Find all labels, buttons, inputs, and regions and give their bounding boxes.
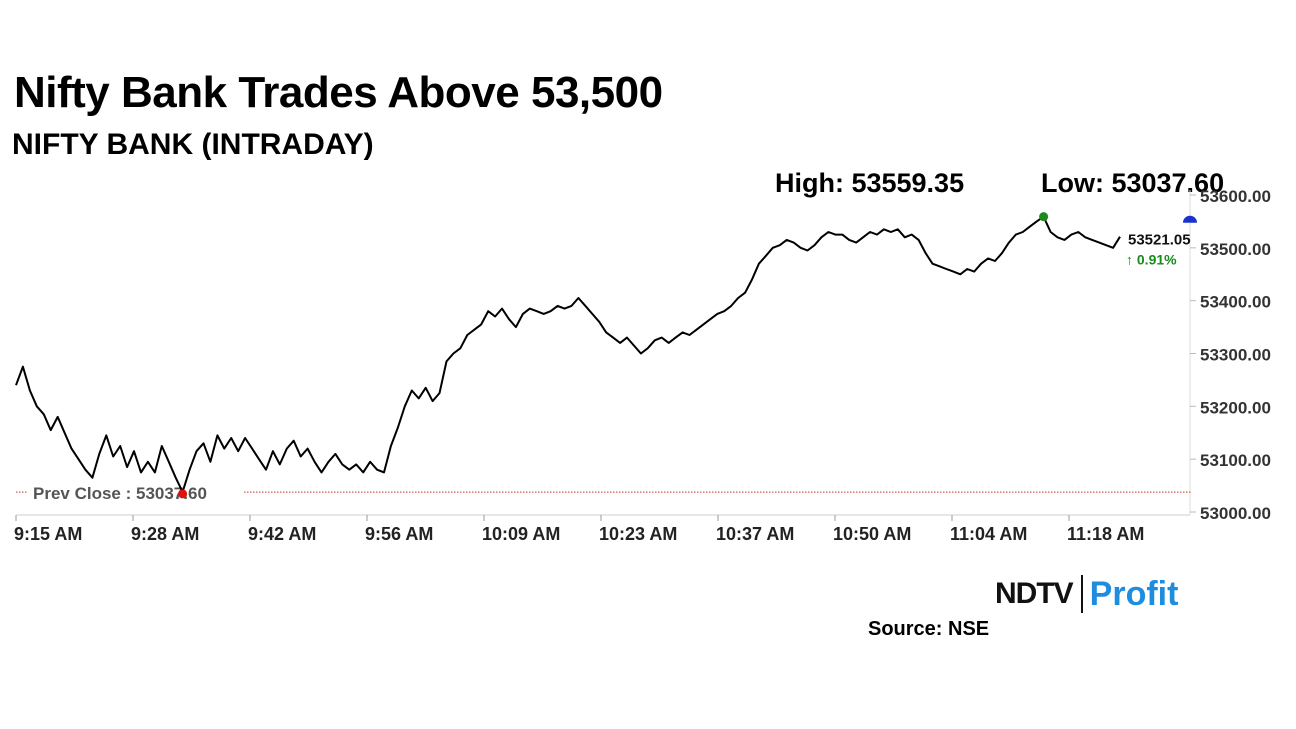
x-tick-label: 10:50 AM [833,524,911,544]
x-tick-label: 11:04 AM [950,524,1027,544]
high-label: High: 53559.35 [775,168,965,198]
prev-close-group: Prev Close : 53037.60 [16,480,1192,503]
price-line [15,215,1121,493]
ndtv-profit-logo: NDTV Profit [995,572,1178,616]
prev-close-label-bg [28,480,244,503]
current-marker [1183,215,1197,223]
chart-subtitle: NIFTY BANK (INTRADAY) [12,128,374,161]
low-label: Low: 53037.60 [1041,168,1225,198]
y-tick-label: 53600.00 [1200,187,1271,206]
logo-ndtv-text: NDTV [995,577,1074,610]
prev-close-label: Prev Close : 53037.60 [33,484,207,503]
y-tick-label: 53400.00 [1200,293,1271,312]
x-tick-label: 10:37 AM [716,524,794,544]
high-marker [1039,212,1049,222]
x-tick-label: 10:23 AM [599,524,677,544]
y-tick-label: 53500.00 [1200,240,1271,259]
y-tick-label: 53300.00 [1200,346,1271,365]
x-tick-label: 9:15 AM [14,524,82,544]
current-price-label: 53521.05 [1128,232,1191,249]
page-title: Nifty Bank Trades Above 53,500 [14,68,663,117]
x-tick-label: 10:09 AM [482,524,560,544]
source-label: Source: NSE [868,618,990,640]
logo-separator [1080,575,1083,613]
y-axis: 53000.00 53100.00 53200.00 53300.00 53400.00… [1189,187,1271,523]
logo-profit-text: Profit [1089,574,1179,613]
x-tick-label: 9:56 AM [365,524,433,544]
x-tick-label: 11:18 AM [1067,524,1144,544]
x-axis: 9:15 AM 9:28 AM 9:42 AM 9:56 AM 10:09 AM 10:2… [14,514,1190,544]
y-tick-label: 53100.00 [1200,451,1271,470]
low-marker [178,489,188,499]
x-tick-label: 9:28 AM [131,524,199,544]
change-percent-label: ↑ 0.91% [1126,252,1177,268]
y-tick-label: 53000.00 [1200,504,1271,523]
x-tick-label: 9:42 AM [248,524,316,544]
y-tick-label: 53200.00 [1200,398,1271,417]
